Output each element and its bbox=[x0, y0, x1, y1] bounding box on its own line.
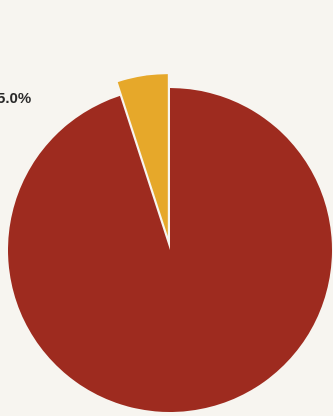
pie-slice-main bbox=[7, 88, 332, 413]
pie-slice-exploded bbox=[117, 74, 168, 237]
slice-value-label-5pct: 5.0% bbox=[0, 90, 31, 107]
pie-slices bbox=[7, 74, 332, 413]
